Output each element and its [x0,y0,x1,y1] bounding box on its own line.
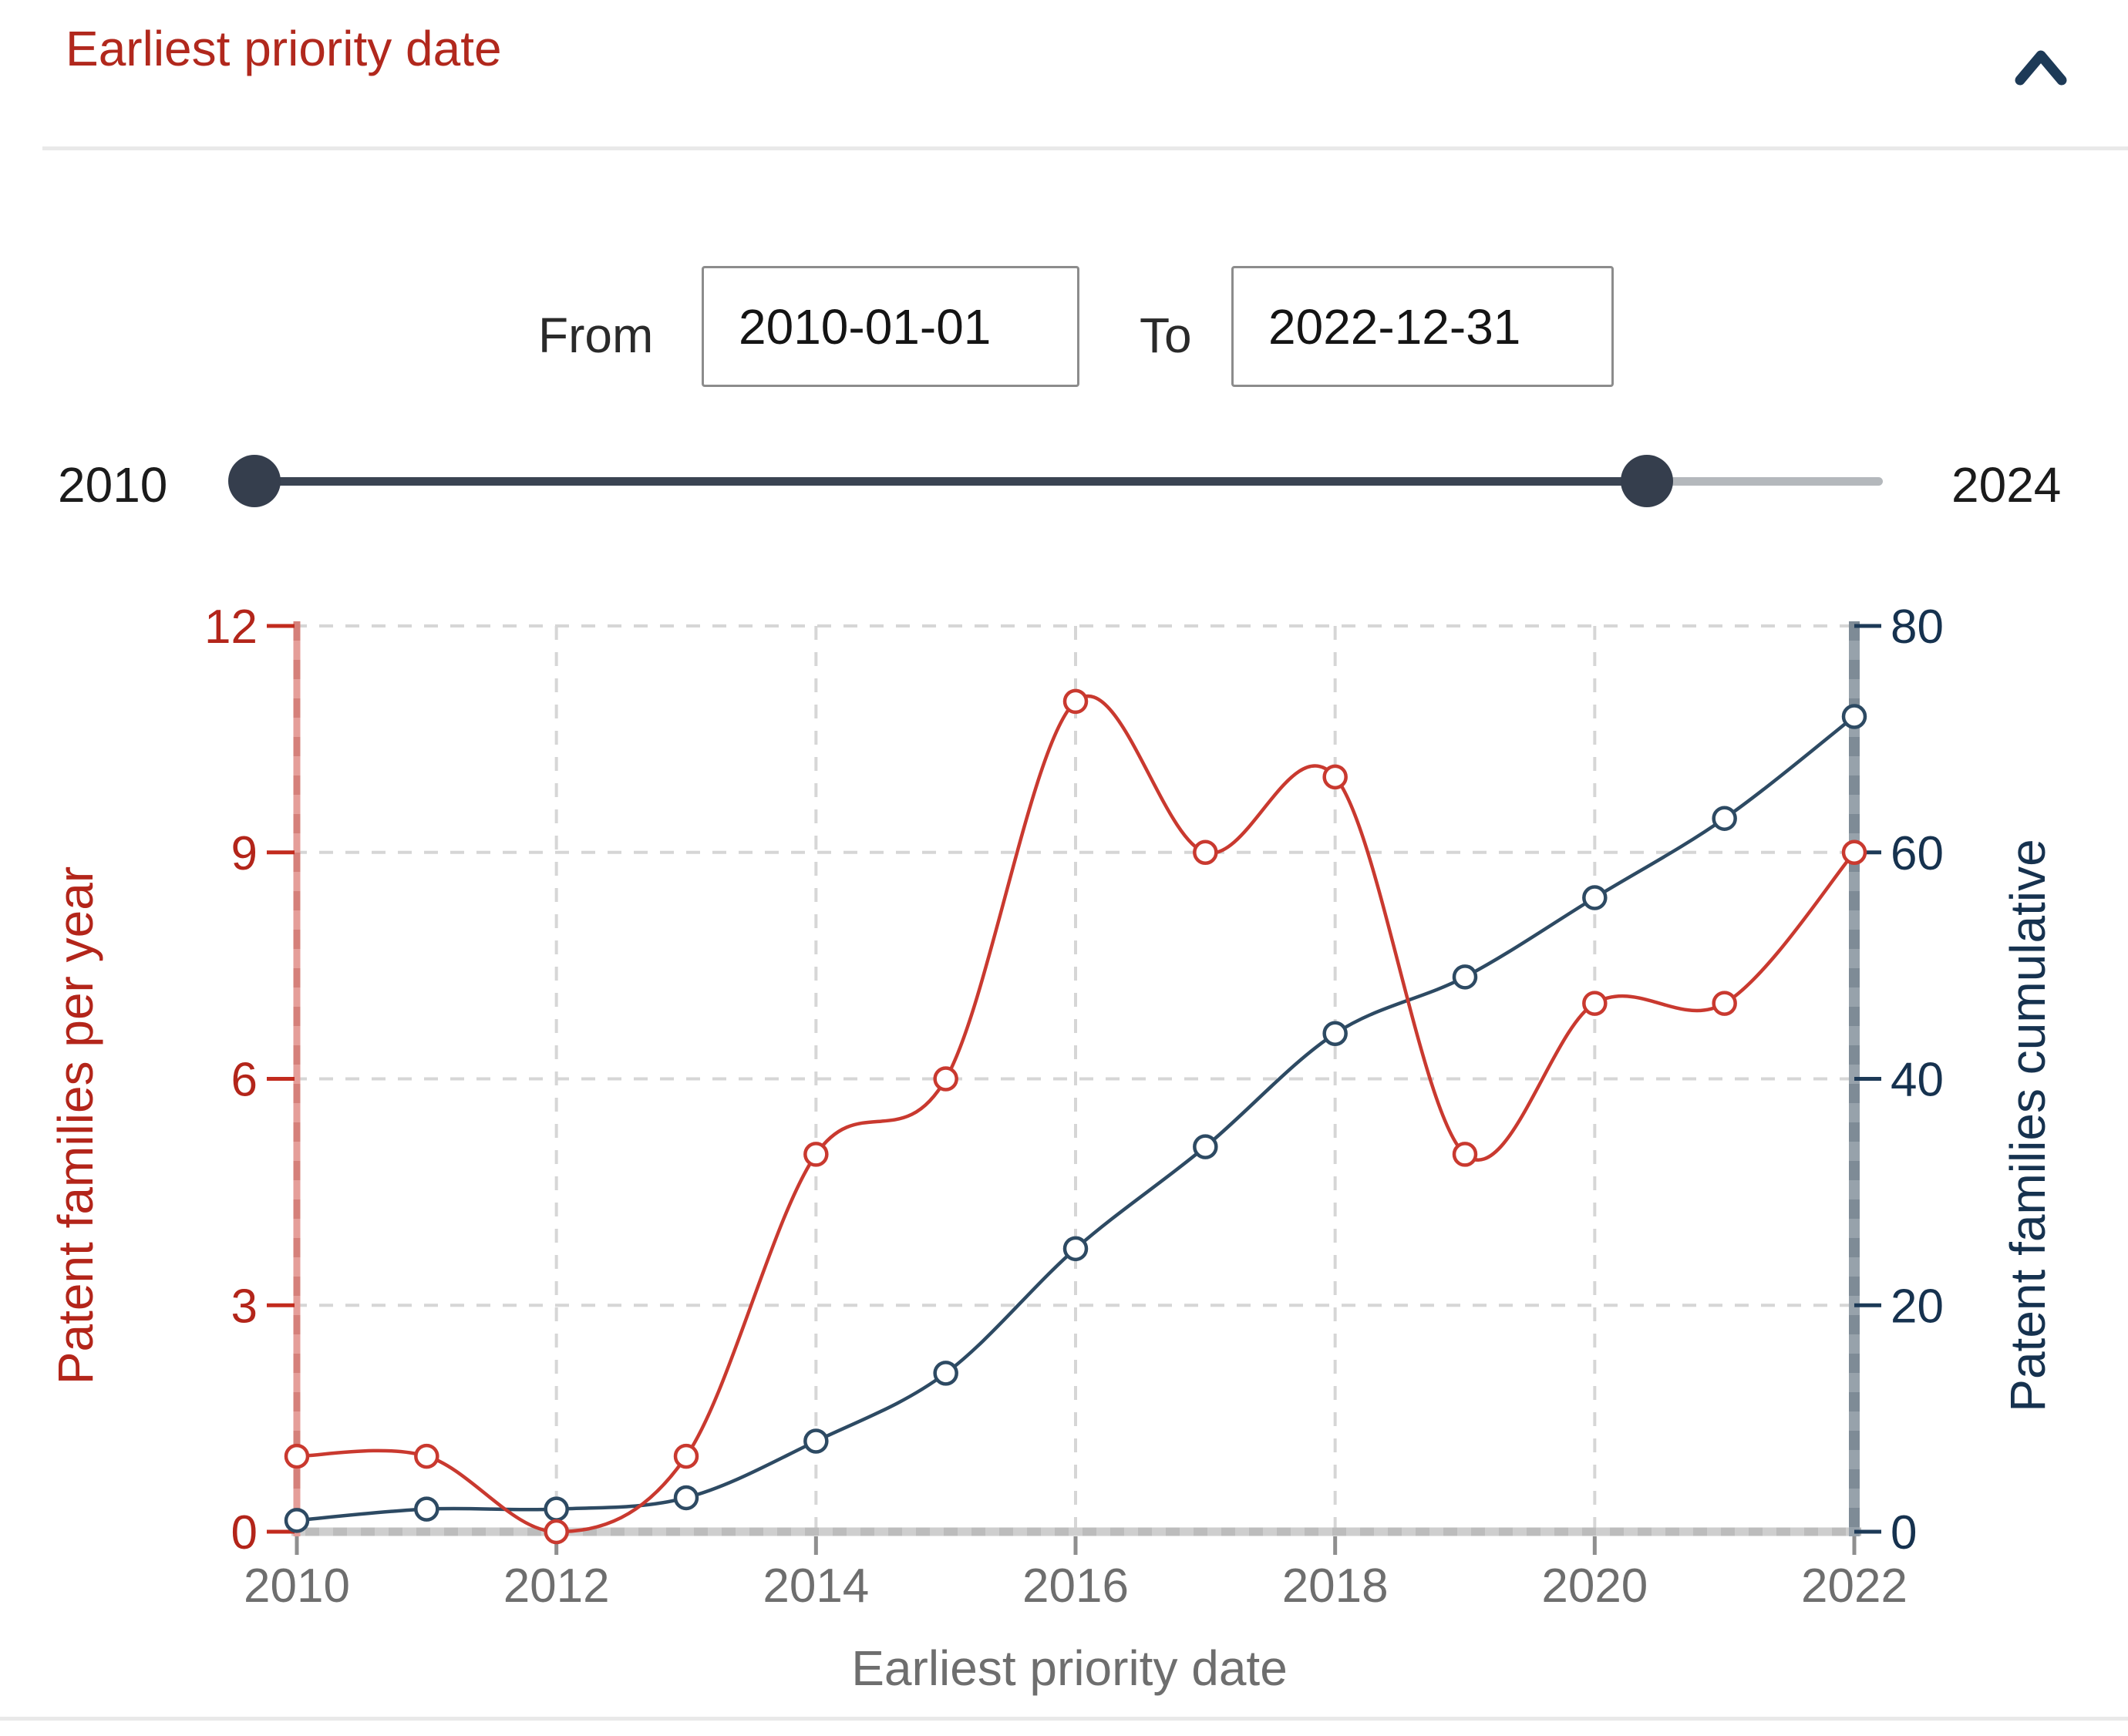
patent-families-cumulative-point[interactable] [1062,1236,1089,1262]
patent-families-per-year-point[interactable] [284,1443,310,1469]
patent-families-per-year-point[interactable] [933,1066,958,1092]
collapse-panel-button[interactable] [1998,26,2083,100]
patent-families-cumulative-point[interactable] [1841,704,1867,729]
x-tick-label: 2022 [1801,1559,1907,1613]
slider-selected-range [254,477,1647,486]
patent-families-cumulative-point[interactable] [1712,806,1737,831]
x-axis-title: Earliest priority date [851,1640,1288,1696]
patent-families-per-year-point[interactable] [1582,991,1608,1016]
left-tick-label: 6 [231,1054,258,1107]
header-divider [42,146,2128,150]
patent-families-per-year-point[interactable] [1193,839,1218,865]
slider-max-label: 2024 [1951,457,2062,513]
left-tick-label: 3 [231,1280,258,1333]
x-tick-label: 2016 [1022,1559,1129,1613]
bottom-divider [0,1717,2128,1721]
patent-families-per-year-point[interactable] [1841,839,1867,865]
patent-families-cumulative-point[interactable] [414,1496,439,1522]
patent-families-per-year-point[interactable] [1712,991,1737,1016]
patent-families-cumulative-point[interactable] [1452,964,1478,990]
patent-families-cumulative-point[interactable] [1322,1021,1348,1046]
patent-families-per-year-line [296,694,1856,1534]
patent-families-cumulative-point[interactable] [803,1428,829,1454]
left-tick-label: 0 [231,1506,258,1559]
from-date-input[interactable] [702,266,1079,387]
patent-families-per-year-point[interactable] [1062,688,1089,715]
x-tick-label: 2020 [1541,1559,1648,1613]
chevron-up-icon [2015,50,2067,86]
to-label: To [1140,308,1192,363]
right-tick-label: 60 [1891,827,1944,880]
patent-families-cumulative-point[interactable] [673,1485,699,1511]
x-tick-label: 2010 [244,1559,350,1613]
right-tick-label: 0 [1891,1506,1917,1559]
patent-families-cumulative-point[interactable] [1582,885,1608,910]
patent-families-per-year-point[interactable] [1452,1142,1478,1167]
right-tick-label: 20 [1891,1280,1944,1333]
patent-families-per-year-point[interactable] [673,1443,699,1469]
left-tick-label: 12 [204,601,258,654]
from-label: From [538,308,654,363]
left-axis-title: Patent families per year [48,866,103,1384]
right-tick-label: 80 [1891,601,1944,654]
to-date-input[interactable] [1231,266,1614,387]
patent-families-cumulative-point[interactable] [544,1496,569,1522]
patent-families-per-year-point[interactable] [414,1443,439,1469]
right-tick-label: 40 [1891,1054,1944,1107]
slider-min-label: 2010 [58,457,168,513]
patent-families-cumulative-point[interactable] [1193,1134,1218,1159]
panel-title: Earliest priority date [66,21,502,76]
patent-families-per-year-point[interactable] [803,1142,829,1167]
slider-handle-start[interactable] [228,455,281,507]
patent-families-cumulative-point[interactable] [284,1508,310,1533]
right-axis-title: Patent families cumulative [2000,839,2056,1411]
left-tick-label: 9 [231,827,258,880]
patent-families-per-year-point[interactable] [544,1519,569,1545]
x-tick-label: 2012 [503,1559,610,1613]
x-tick-label: 2018 [1282,1559,1389,1613]
patent-families-cumulative-point[interactable] [933,1361,958,1386]
x-tick-label: 2014 [763,1559,869,1613]
slider-handle-end[interactable] [1621,455,1673,507]
patent-families-per-year-point[interactable] [1322,764,1348,790]
